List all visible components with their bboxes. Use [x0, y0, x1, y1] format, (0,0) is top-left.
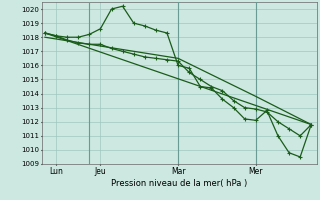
X-axis label: Pression niveau de la mer( hPa ): Pression niveau de la mer( hPa ) — [111, 179, 247, 188]
